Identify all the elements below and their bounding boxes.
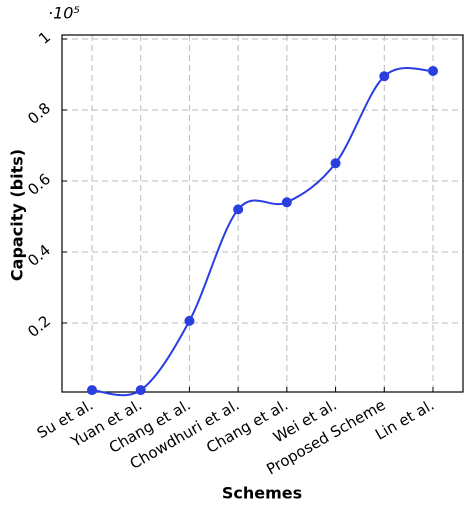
line <box>91 67 434 397</box>
point <box>428 65 438 76</box>
point <box>379 71 390 82</box>
plot-frame <box>61 34 464 393</box>
point <box>184 315 195 326</box>
y-tick-label: 0.6 <box>24 170 54 199</box>
point <box>87 385 97 396</box>
y-tick-label: 1 <box>35 28 54 48</box>
y-scale-label: ·10⁵ <box>48 4 80 23</box>
point <box>135 385 146 396</box>
x-axis-label: Schemes <box>222 484 302 503</box>
y-tick-label: 0.8 <box>24 99 54 128</box>
point <box>330 158 341 169</box>
point <box>233 204 244 215</box>
point <box>281 197 292 208</box>
y-axis-label: Capacity (bits) <box>8 149 27 281</box>
y-tick-label: 0.2 <box>24 312 54 341</box>
y-tick-label: 0.4 <box>24 241 54 270</box>
